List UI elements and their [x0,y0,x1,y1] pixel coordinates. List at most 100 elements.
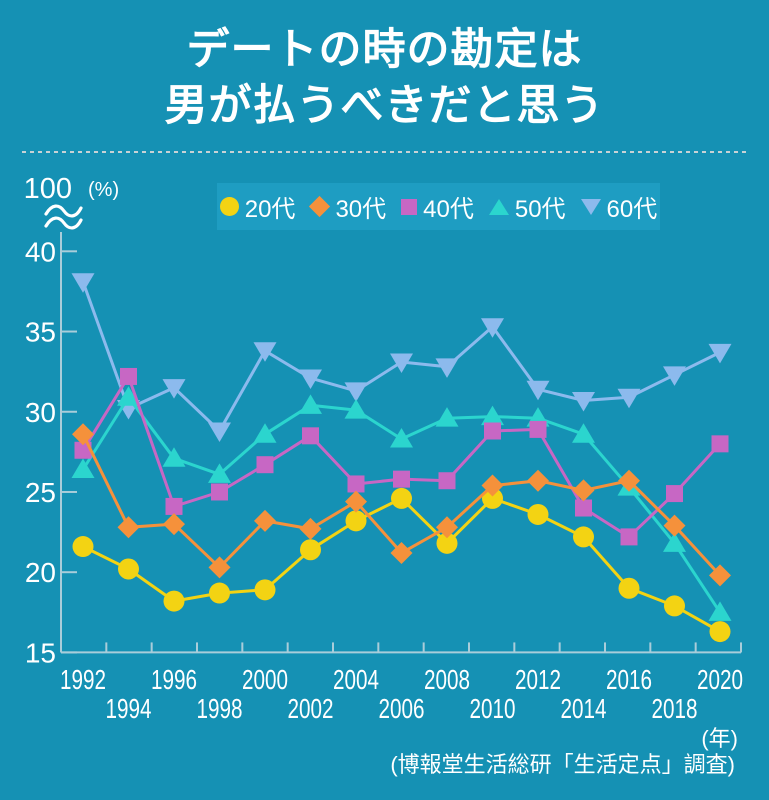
data-point-40s [529,420,547,438]
legend-item-60s: 60代 [580,189,657,224]
y-axis-top-label: 100 [24,173,72,205]
x-tick-label: 2000 [242,664,288,695]
data-point-20s [709,621,731,643]
data-point-60s [435,358,459,378]
source-note: (博報堂生活総研「生活定点」調査) [390,752,735,777]
data-point-40s [393,470,410,488]
data-point-50s [71,458,95,479]
data-point-20s [254,579,276,601]
x-tick-label: 2010 [470,693,516,724]
data-point-30s [436,516,458,539]
x-tick-label: 1996 [151,664,197,695]
x-tick-label: 1998 [197,693,243,724]
y-tick-label: 35 [25,317,56,348]
data-point-40s [347,475,365,493]
data-point-40s [302,427,319,445]
data-point-40s [575,499,592,517]
data-point-60s [617,388,641,409]
x-tick-label: 2018 [652,693,698,724]
y-tick-label: 25 [25,477,56,508]
data-point-40s [120,367,137,385]
data-point-20s [209,582,230,604]
x-tick-label: 2016 [606,664,652,695]
data-point-20s [300,539,321,561]
series-20s [72,487,731,643]
legend-label-30s: 30代 [335,196,387,223]
data-point-60s [253,342,277,362]
data-point-50s [344,399,368,419]
square-marker-icon [401,198,418,215]
data-point-30s [254,509,276,532]
data-point-50s [390,428,413,448]
data-point-20s [345,510,367,532]
data-point-50s [117,386,140,406]
data-point-30s [299,517,322,540]
legend-label-40s: 40代 [423,196,474,223]
data-point-60s [208,422,231,443]
data-point-30s [390,541,413,564]
data-point-40s [484,422,501,440]
data-point-40s [620,528,638,546]
data-point-20s [391,487,412,509]
data-point-30s [618,469,640,492]
data-point-30s [163,513,185,536]
data-point-20s [573,526,594,548]
x-tick-label: 2002 [288,693,334,724]
y-axis-unit-label: (%) [88,179,119,201]
x-tick-label: 2014 [561,693,607,724]
data-point-50s [162,447,186,467]
data-point-40s [666,485,683,503]
x-axis-unit-label: (年) [701,726,738,751]
data-point-60s [481,318,504,338]
data-point-40s [211,483,228,501]
series-50s [71,386,732,621]
triangle-down-marker-icon [580,198,601,215]
legend-item-20s: 20代 [219,189,296,224]
data-point-30s [208,556,231,579]
data-point-40s [165,497,183,515]
chart-title: デートの時の勘定は 男が払うべきだと思う [0,22,769,134]
x-tick-label: 2012 [515,664,561,695]
data-point-20s [118,558,139,580]
data-point-50s [253,423,277,443]
data-point-20s [527,503,549,525]
data-point-20s [482,487,503,509]
data-point-60s [162,379,186,399]
legend-item-50s: 50代 [488,189,566,224]
legend: 20代 30代 40代 50代 60代 [217,183,660,230]
x-tick-label: 2020 [697,664,743,695]
data-point-50s [663,532,686,552]
diamond-marker-icon [309,195,331,218]
data-point-20s [163,590,185,612]
data-point-20s [436,532,458,554]
data-point-50s [481,405,504,426]
data-point-40s [438,472,456,490]
y-tick-label: 15 [25,637,56,668]
data-point-30s [345,490,367,513]
chart-title-line2: 男が払うべきだと思う [164,82,605,130]
axis-break-icon [44,204,83,218]
data-point-40s [256,456,274,474]
data-point-30s [527,469,549,492]
data-point-60s [572,392,595,412]
data-point-30s [709,564,731,587]
y-tick-label: 30 [25,397,56,428]
data-point-30s [481,474,504,497]
legend-label-20s: 20代 [244,196,296,223]
x-tick-label: 1994 [106,693,152,724]
data-point-60s [526,380,550,401]
legend-item-30s: 30代 [309,189,387,224]
chart-title-line1: デートの時の勘定は [186,26,583,74]
data-point-50s [572,423,595,443]
data-point-20s [618,577,640,599]
data-point-60s [299,369,322,390]
data-point-60s [71,273,95,293]
x-tick-label: 2008 [424,664,470,695]
data-point-30s [72,423,94,446]
series-60s [71,273,732,443]
data-point-50s [708,601,732,621]
legend-label-50s: 50代 [514,196,566,223]
data-point-20s [72,536,94,558]
